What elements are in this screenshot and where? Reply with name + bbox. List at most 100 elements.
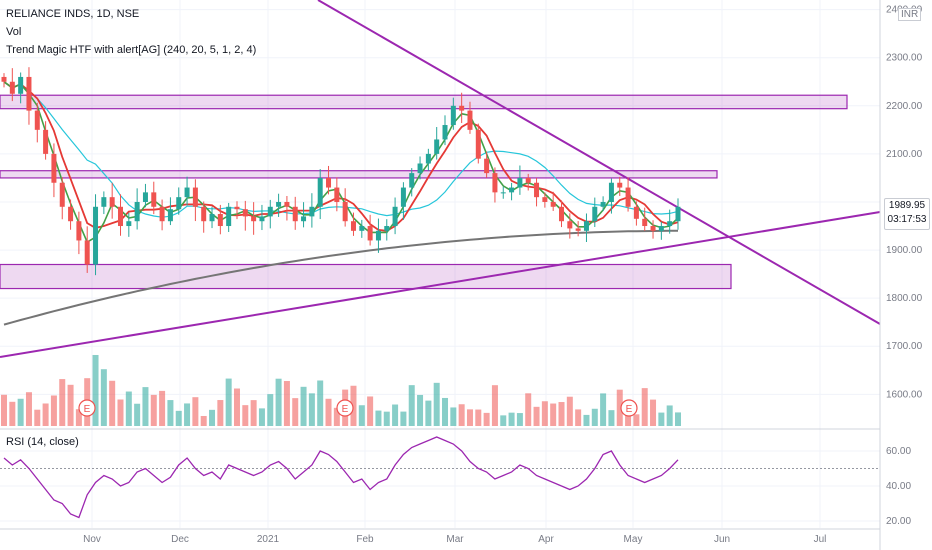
candle-body [68,206,74,222]
volume-bar [458,404,465,426]
candle-body [93,206,99,265]
ema-mid-line [3,81,679,244]
support-resistance-zone [0,263,732,290]
candle-body [192,187,198,207]
candle-body [434,139,440,154]
rsi-pane: 60.00 40.00 20.00 [0,436,911,527]
volume-bar [150,394,157,426]
candle-body [608,182,614,202]
candle-body [534,182,540,198]
volume-bar [550,403,557,426]
candle-body [159,206,165,222]
candle-body [9,81,15,94]
candle-body [542,197,548,202]
earnings-event-marker[interactable] [336,399,354,417]
volume-bar [75,409,82,426]
time-tick-label: Jul [814,534,827,545]
volume-bar [159,390,166,426]
volume-bar [200,415,207,426]
volume-bar [491,385,498,426]
earnings-event-label: E [626,404,633,415]
candle-body [34,110,40,130]
bar-countdown: 03:17:53 [887,214,927,225]
volume-bar [358,405,365,426]
volume-bar [125,391,132,426]
volume-bar [333,407,340,426]
price-tick-label: 1600.00 [886,389,923,400]
candle-body [117,206,123,227]
earnings-event-marker[interactable] [620,399,638,417]
candle-body [400,187,406,207]
time-tick-label: Jun [714,534,730,545]
candle-body [658,226,664,231]
volume-bar [100,369,107,426]
candle-body [184,187,190,198]
candle-body [26,76,32,111]
rsi-legend[interactable]: RSI (14, close) [6,436,79,448]
time-tick-label: Feb [356,534,374,545]
volume-bar [225,378,232,426]
volume-bar [625,409,632,426]
volume-bar [317,380,324,426]
candle-body [384,226,390,231]
candle-body [251,216,257,222]
volume-bar [392,404,399,426]
volume-bar [483,412,490,426]
volume-bar [34,409,41,426]
volume-bar [466,409,473,426]
candle-body [567,221,573,229]
volume-bar [42,403,49,426]
candle-body [367,226,373,241]
volume-bar [117,399,124,426]
candle-body [375,230,381,241]
volume-bar [1,394,7,426]
volume-bar [675,412,681,426]
last-price-badge: 1989.95 03:17:53 [884,198,930,230]
trendlines[interactable] [0,0,881,358]
rsi-tick-label: 40.00 [886,481,911,492]
volume-bar [9,401,16,426]
time-tick-label: Apr [538,534,554,545]
volume-bar [134,403,141,426]
volume-bar [192,397,199,426]
price-tick-label: 2300.00 [886,53,923,64]
candle-body [76,221,82,241]
volume-bar [600,393,607,426]
candle-body [600,201,606,207]
price-tick-label: 2200.00 [886,101,923,112]
volume-legend[interactable]: Vol [6,26,22,38]
candle-body [633,206,639,219]
volume-bar [450,407,457,426]
horizontal-zones[interactable] [0,94,848,290]
volume-bar [109,380,116,426]
volume-bar [59,379,66,426]
candle-body [484,158,490,174]
candle-body [1,76,7,82]
candle-body [500,192,506,194]
moving-averages [3,81,679,326]
volume-bar [408,385,415,426]
candle-body [234,206,240,210]
candle-body [284,201,290,207]
indicator-legend[interactable]: Trend Magic HTF with alert[AG] (240, 20,… [6,44,257,56]
volume-bar [350,385,357,426]
chart-title[interactable]: RELIANCE INDS, 1D, NSE [6,8,140,20]
candle-body [417,163,423,174]
earnings-event-marker[interactable] [78,399,96,417]
currency-badge[interactable]: INR [898,8,922,21]
time-tick-label: Nov [83,534,101,545]
volume-bar [375,410,382,426]
rsi-tick-label: 60.00 [886,446,911,457]
volume-bar [383,411,390,426]
rsi-line [3,436,679,519]
candle-body [309,206,315,217]
candle-body [675,206,681,222]
rsi-tick-label: 20.00 [886,516,911,527]
price-tick-label: 1900.00 [886,245,923,256]
volume-bar [500,415,507,426]
volume-bar [442,397,449,426]
candle-body [525,177,531,183]
support-resistance-zone [0,94,848,110]
